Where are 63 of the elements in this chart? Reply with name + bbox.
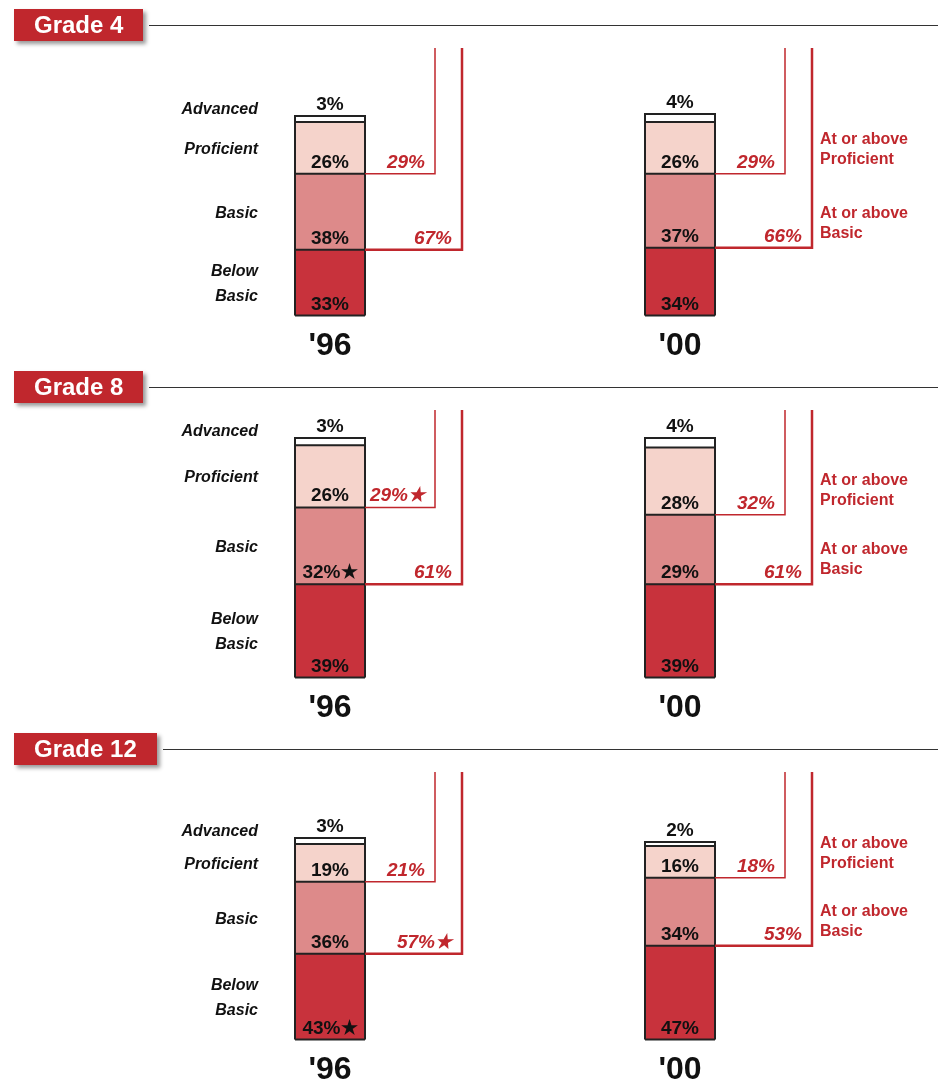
data-label: 26% — [310, 150, 350, 172]
annotation: At or above Basic — [820, 540, 909, 578]
data-label: 36% — [310, 930, 350, 952]
annotation: At or above Basic — [820, 901, 909, 939]
data-label: 34% — [660, 922, 700, 944]
data-label: 3% — [316, 92, 344, 114]
annotation: 61% — [763, 561, 803, 583]
data-label: 26% — [310, 484, 350, 506]
annotation: At or above Proficient — [820, 129, 909, 167]
chart-title: Grade 12 — [14, 733, 157, 765]
annotation: 66% — [763, 224, 803, 246]
x-tick-label: '00 — [658, 325, 702, 362]
chart-title: Grade 4 — [14, 9, 144, 41]
annotation: At or above Basic — [820, 203, 909, 241]
data-label: 39% — [660, 654, 700, 676]
annotation: 32% — [736, 491, 776, 513]
annotation: 67% — [413, 226, 453, 248]
annotation: At or above Proficient — [820, 470, 909, 508]
text: Basic — [215, 537, 259, 555]
data-label: 3% — [316, 814, 344, 836]
annotation: 18% — [736, 854, 776, 876]
annotation: 29% — [385, 150, 426, 172]
data-label: 2% — [666, 818, 694, 840]
data-label: 38% — [310, 226, 350, 248]
annotation: 29% — [735, 150, 776, 172]
text: Basic — [215, 909, 259, 927]
data-label: 28% — [660, 491, 700, 513]
data-label: 32%★ — [302, 561, 358, 583]
annotation: At or above Proficient — [820, 833, 909, 871]
data-label: 43%★ — [302, 1016, 358, 1038]
data-label: 37% — [660, 224, 700, 246]
annotation: 21% — [385, 858, 426, 880]
text: Proficient — [184, 854, 259, 872]
text: Below Basic — [210, 610, 260, 653]
text: Advanced — [180, 99, 260, 117]
text: Advanced — [180, 821, 260, 839]
data-label: 4% — [666, 415, 694, 436]
x-tick-label: '00 — [658, 1049, 702, 1086]
data-label: 39% — [310, 654, 350, 676]
data-label: 19% — [310, 858, 350, 880]
x-tick-label: '96 — [308, 687, 352, 724]
data-label: 3% — [316, 415, 344, 436]
x-tick-label: '00 — [658, 687, 702, 724]
text: Proficient — [184, 468, 259, 486]
text: Advanced — [180, 422, 260, 439]
data-label: 4% — [666, 90, 694, 112]
data-label: 47% — [660, 1016, 700, 1038]
data-label: 34% — [660, 292, 700, 314]
text: Below Basic — [210, 262, 260, 305]
data-label: 16% — [660, 854, 700, 876]
annotation: 29%★ — [368, 484, 428, 506]
x-tick-label: '96 — [308, 1049, 352, 1086]
data-label: 29% — [660, 561, 700, 583]
chart-title: Grade 8 — [14, 371, 144, 403]
data-label: 26% — [660, 150, 700, 172]
text: Basic — [215, 203, 259, 221]
annotation: 53% — [763, 922, 803, 944]
annotation: 61% — [413, 561, 453, 583]
text: Below Basic — [210, 976, 260, 1019]
annotation: 57%★ — [396, 930, 455, 952]
data-label: 33% — [310, 292, 350, 314]
x-tick-label: '96 — [308, 325, 352, 362]
text: Proficient — [184, 139, 259, 157]
